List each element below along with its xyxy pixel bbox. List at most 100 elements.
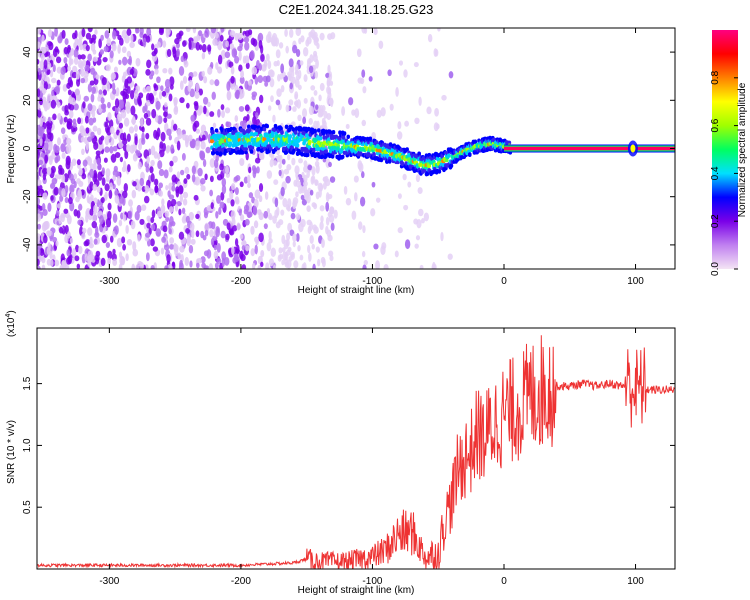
ridge-mark: [307, 139, 312, 145]
noise-speckle: [54, 145, 60, 154]
noise-speckle: [239, 233, 244, 240]
noise-speckle: [210, 202, 214, 210]
noise-speckle: [163, 117, 168, 124]
noise-speckle: [56, 154, 61, 162]
ridge-mark: [306, 126, 311, 132]
noise-speckle: [195, 128, 201, 134]
noise-speckle: [185, 137, 189, 148]
noise-speckle: [309, 235, 314, 244]
noise-speckle: [145, 100, 151, 107]
noise-speckle: [423, 212, 430, 222]
noise-speckle: [213, 244, 218, 251]
noise-speckle: [345, 197, 352, 206]
noise-speckle: [197, 167, 203, 177]
noise-speckle: [153, 84, 159, 92]
noise-speckle: [220, 104, 225, 111]
noise-speckle: [236, 244, 240, 254]
noise-speckle: [114, 105, 119, 114]
noise-speckle: [63, 208, 69, 214]
noise-speckle: [243, 36, 250, 43]
noise-speckle: [448, 71, 454, 79]
noise-speckle: [202, 105, 207, 115]
noise-speckle: [90, 67, 96, 75]
noise-speckle: [184, 256, 189, 266]
noise-speckle: [172, 48, 177, 59]
noise-speckle: [224, 107, 231, 114]
noise-speckle: [403, 204, 409, 211]
noise-speckle: [431, 263, 437, 269]
noise-speckle: [258, 63, 262, 71]
noise-speckle: [139, 218, 145, 226]
noise-speckle: [120, 90, 126, 96]
noise-speckle: [210, 28, 217, 34]
noise-speckle: [41, 88, 47, 94]
noise-speckle: [238, 50, 242, 61]
noise-speckle: [40, 53, 45, 61]
noise-speckle: [311, 243, 315, 250]
noise-speckle: [50, 77, 57, 84]
noise-speckle: [162, 225, 168, 233]
noise-speckle: [42, 116, 47, 123]
ridge-mark: [384, 150, 388, 156]
noise-speckle: [178, 208, 182, 216]
noise-speckle: [130, 105, 136, 116]
noise-speckle: [241, 264, 247, 269]
noise-speckle: [203, 212, 209, 219]
noise-speckle: [77, 219, 82, 226]
noise-speckle: [383, 264, 389, 269]
noise-speckle: [81, 232, 86, 240]
ridge-mark: [244, 146, 248, 152]
noise-speckle: [275, 49, 281, 59]
noise-speckle: [239, 214, 245, 222]
noise-speckle: [143, 112, 149, 119]
noise-speckle: [164, 78, 171, 89]
noise-speckle: [146, 155, 150, 164]
noise-speckle: [72, 122, 77, 128]
noise-speckle: [362, 225, 366, 234]
noise-speckle: [151, 51, 157, 57]
noise-speckle: [89, 208, 94, 217]
noise-speckle: [105, 217, 112, 228]
noise-speckle: [416, 218, 422, 229]
noise-speckle: [101, 234, 107, 244]
noise-speckle: [78, 188, 82, 197]
noise-speckle: [61, 174, 66, 184]
noise-speckle: [295, 232, 300, 242]
noise-speckle: [212, 38, 218, 46]
noise-speckle: [163, 169, 169, 179]
noise-speckle: [226, 197, 231, 204]
noise-speckle: [197, 105, 204, 114]
noise-speckle: [101, 76, 107, 86]
noise-speckle: [258, 232, 264, 243]
noise-speckle: [270, 247, 277, 258]
noise-speckle: [371, 131, 376, 141]
noise-speckle: [152, 246, 159, 252]
noise-speckle: [118, 59, 122, 65]
noise-speckle: [353, 192, 358, 202]
noise-speckle: [87, 53, 92, 62]
ridge-peak-mark: [262, 136, 267, 141]
noise-speckle: [188, 244, 194, 254]
noise-speckle: [158, 168, 165, 177]
noise-speckle: [71, 97, 76, 105]
noise-speckle: [136, 204, 142, 213]
noise-speckle: [77, 54, 82, 60]
noise-speckle: [176, 201, 182, 207]
noise-speckle: [225, 121, 229, 128]
noise-speckle: [130, 220, 136, 230]
colorbar-tick-label: 0.2: [710, 214, 721, 228]
noise-speckle: [313, 202, 318, 210]
noise-speckle: [246, 174, 251, 184]
snr-y-axis-label: SNR (10 * v/v): [6, 420, 17, 484]
ridge-mark: [340, 154, 345, 160]
noise-speckle: [269, 69, 274, 78]
ridge-mark: [295, 143, 300, 148]
noise-speckle: [80, 68, 85, 77]
noise-speckle: [69, 184, 75, 194]
noise-speckle: [248, 166, 252, 174]
ridge-mark: [456, 157, 460, 162]
noise-speckle: [55, 56, 62, 64]
noise-speckle: [195, 82, 200, 93]
noise-speckle: [221, 109, 225, 119]
noise-speckle: [206, 44, 212, 52]
